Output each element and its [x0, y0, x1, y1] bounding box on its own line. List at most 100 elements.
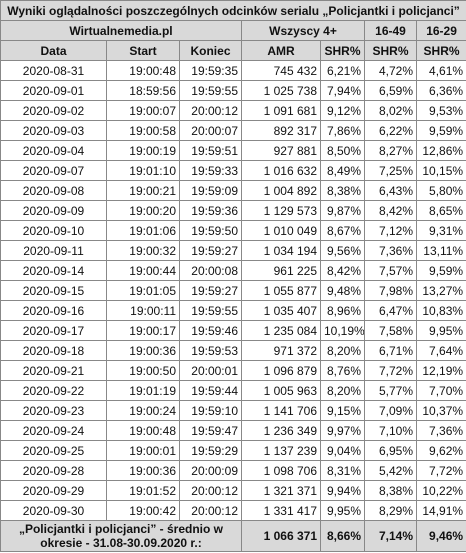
cell: 2020-08-31: [0, 60, 107, 81]
cell: 19:59:10: [179, 400, 242, 421]
column-header: AMR: [241, 40, 321, 61]
cell: 971 372: [241, 340, 321, 361]
cell: 8,29%: [364, 500, 417, 521]
column-header: SHR%: [320, 40, 365, 61]
cell: 19:00:21: [106, 180, 180, 201]
cell: 8,20%: [320, 380, 365, 401]
cell: 2020-09-30: [0, 500, 107, 521]
cell: 2020-09-17: [0, 320, 107, 341]
cell: 19:00:24: [106, 400, 180, 421]
cell: 2020-09-29: [0, 480, 107, 501]
cell: 6,95%: [364, 440, 417, 461]
cell: 19:59:27: [179, 280, 242, 301]
cell: 7,72%: [415, 460, 466, 481]
data-row: 2020-09-16 19:00:11 19:59:55 1 035 407 8,96%…: [0, 300, 466, 321]
cell: 19:59:33: [179, 160, 242, 181]
cell: 19:59:44: [179, 380, 242, 401]
data-row: 2020-09-24 19:00:48 19:59:47 1 236 349 9,97%…: [0, 420, 466, 441]
cell: 4,61%: [415, 60, 466, 81]
cell: 20:00:12: [179, 500, 242, 521]
cell: 2020-09-24: [0, 420, 107, 441]
cell: 19:59:55: [179, 300, 242, 321]
cell: 2020-09-22: [0, 380, 107, 401]
cell: 9,15%: [320, 400, 365, 421]
data-row: 2020-09-09 19:00:20 19:59:36 1 129 573 9,87%…: [0, 200, 466, 221]
cell: 1 010 049: [241, 220, 321, 241]
cell: 2020-09-07: [0, 160, 107, 181]
column-header: SHR%: [415, 40, 466, 61]
cell: 9,95%: [320, 500, 365, 521]
data-row: 2020-09-25 19:00:01 19:59:29 1 137 239 9,04%…: [0, 440, 466, 461]
cell: 19:59:51: [179, 140, 242, 161]
cell: 6,22%: [364, 120, 417, 141]
cell: 19:00:50: [106, 360, 180, 381]
cell: 1 236 349: [241, 420, 321, 441]
cell: 7,86%: [320, 120, 365, 141]
title-row: Wyniki oglądalności poszczególnych odcin…: [0, 0, 466, 21]
cell: 10,15%: [415, 160, 466, 181]
cell: 8,67%: [320, 220, 365, 241]
cell: 19:00:42: [106, 500, 180, 521]
cell: 6,43%: [364, 180, 417, 201]
cell: 20:00:01: [179, 360, 242, 381]
cell: 20:00:09: [179, 460, 242, 481]
data-row: 2020-09-02 19:00:07 20:00:12 1 091 681 9,12%…: [0, 100, 466, 121]
cell: 19:59:55: [179, 80, 242, 101]
cell: 5,42%: [364, 460, 417, 481]
cell: 1 235 084: [241, 320, 321, 341]
data-row: 2020-09-07 19:01:10 19:59:33 1 016 632 8,49%…: [0, 160, 466, 181]
cell: 892 317: [241, 120, 321, 141]
data-row: 2020-09-08 19:00:21 19:59:09 1 004 892 8,38%…: [0, 180, 466, 201]
footer-value: 1 066 371: [241, 520, 321, 552]
cell: 2020-09-25: [0, 440, 107, 461]
cell: 19:59:36: [179, 200, 242, 221]
cell: 2020-09-01: [0, 80, 107, 101]
cell: 19:01:10: [106, 160, 180, 181]
cell: 5,77%: [364, 380, 417, 401]
data-row: 2020-09-04 19:00:19 19:59:51 927 881 8,50% 8,…: [0, 140, 466, 161]
cell: 9,53%: [415, 100, 466, 121]
cell: 6,47%: [364, 300, 417, 321]
data-row: 2020-09-29 19:01:52 20:00:12 1 321 371 9,94%…: [0, 480, 466, 501]
column-header: Koniec: [179, 40, 242, 61]
cell: 6,71%: [364, 340, 417, 361]
cell: 9,97%: [320, 420, 365, 441]
cell: 19:59:09: [179, 180, 242, 201]
cell: 1 034 194: [241, 240, 321, 261]
footer-value: 9,46%: [415, 520, 466, 552]
cell: 19:00:44: [106, 260, 180, 281]
cell: 7,10%: [364, 420, 417, 441]
cell: 19:59:29: [179, 440, 242, 461]
cell: 1 098 706: [241, 460, 321, 481]
table-title: Wyniki oglądalności poszczególnych odcin…: [0, 0, 466, 21]
cell: 9,87%: [320, 200, 365, 221]
cell: 8,42%: [320, 260, 365, 281]
cell: 19:59:47: [179, 420, 242, 441]
cell: 20:00:08: [179, 260, 242, 281]
cell: 6,36%: [415, 80, 466, 101]
cell: 2020-09-18: [0, 340, 107, 361]
cell: 7,70%: [415, 380, 466, 401]
footer-value: 8,66%: [320, 520, 365, 552]
cell: 6,21%: [320, 60, 365, 81]
cell: 8,50%: [320, 140, 365, 161]
cell: 745 432: [241, 60, 321, 81]
cell: 7,25%: [364, 160, 417, 181]
cell: 19:00:01: [106, 440, 180, 461]
cell: 1 129 573: [241, 200, 321, 221]
cell: 4,72%: [364, 60, 417, 81]
data-row: 2020-09-22 19:01:19 19:59:44 1 005 963 8,20%…: [0, 380, 466, 401]
cell: 19:00:48: [106, 60, 180, 81]
cell: 7,57%: [364, 260, 417, 281]
cell: 9,62%: [415, 440, 466, 461]
cell: 9,59%: [415, 120, 466, 141]
cell: 927 881: [241, 140, 321, 161]
cell: 1 141 706: [241, 400, 321, 421]
cell: 12,19%: [415, 360, 466, 381]
cell: 7,58%: [364, 320, 417, 341]
cell: 1 004 892: [241, 180, 321, 201]
data-row: 2020-09-30 19:00:42 20:00:12 1 331 417 9,95%…: [0, 500, 466, 521]
cell: 10,19%: [320, 320, 365, 341]
